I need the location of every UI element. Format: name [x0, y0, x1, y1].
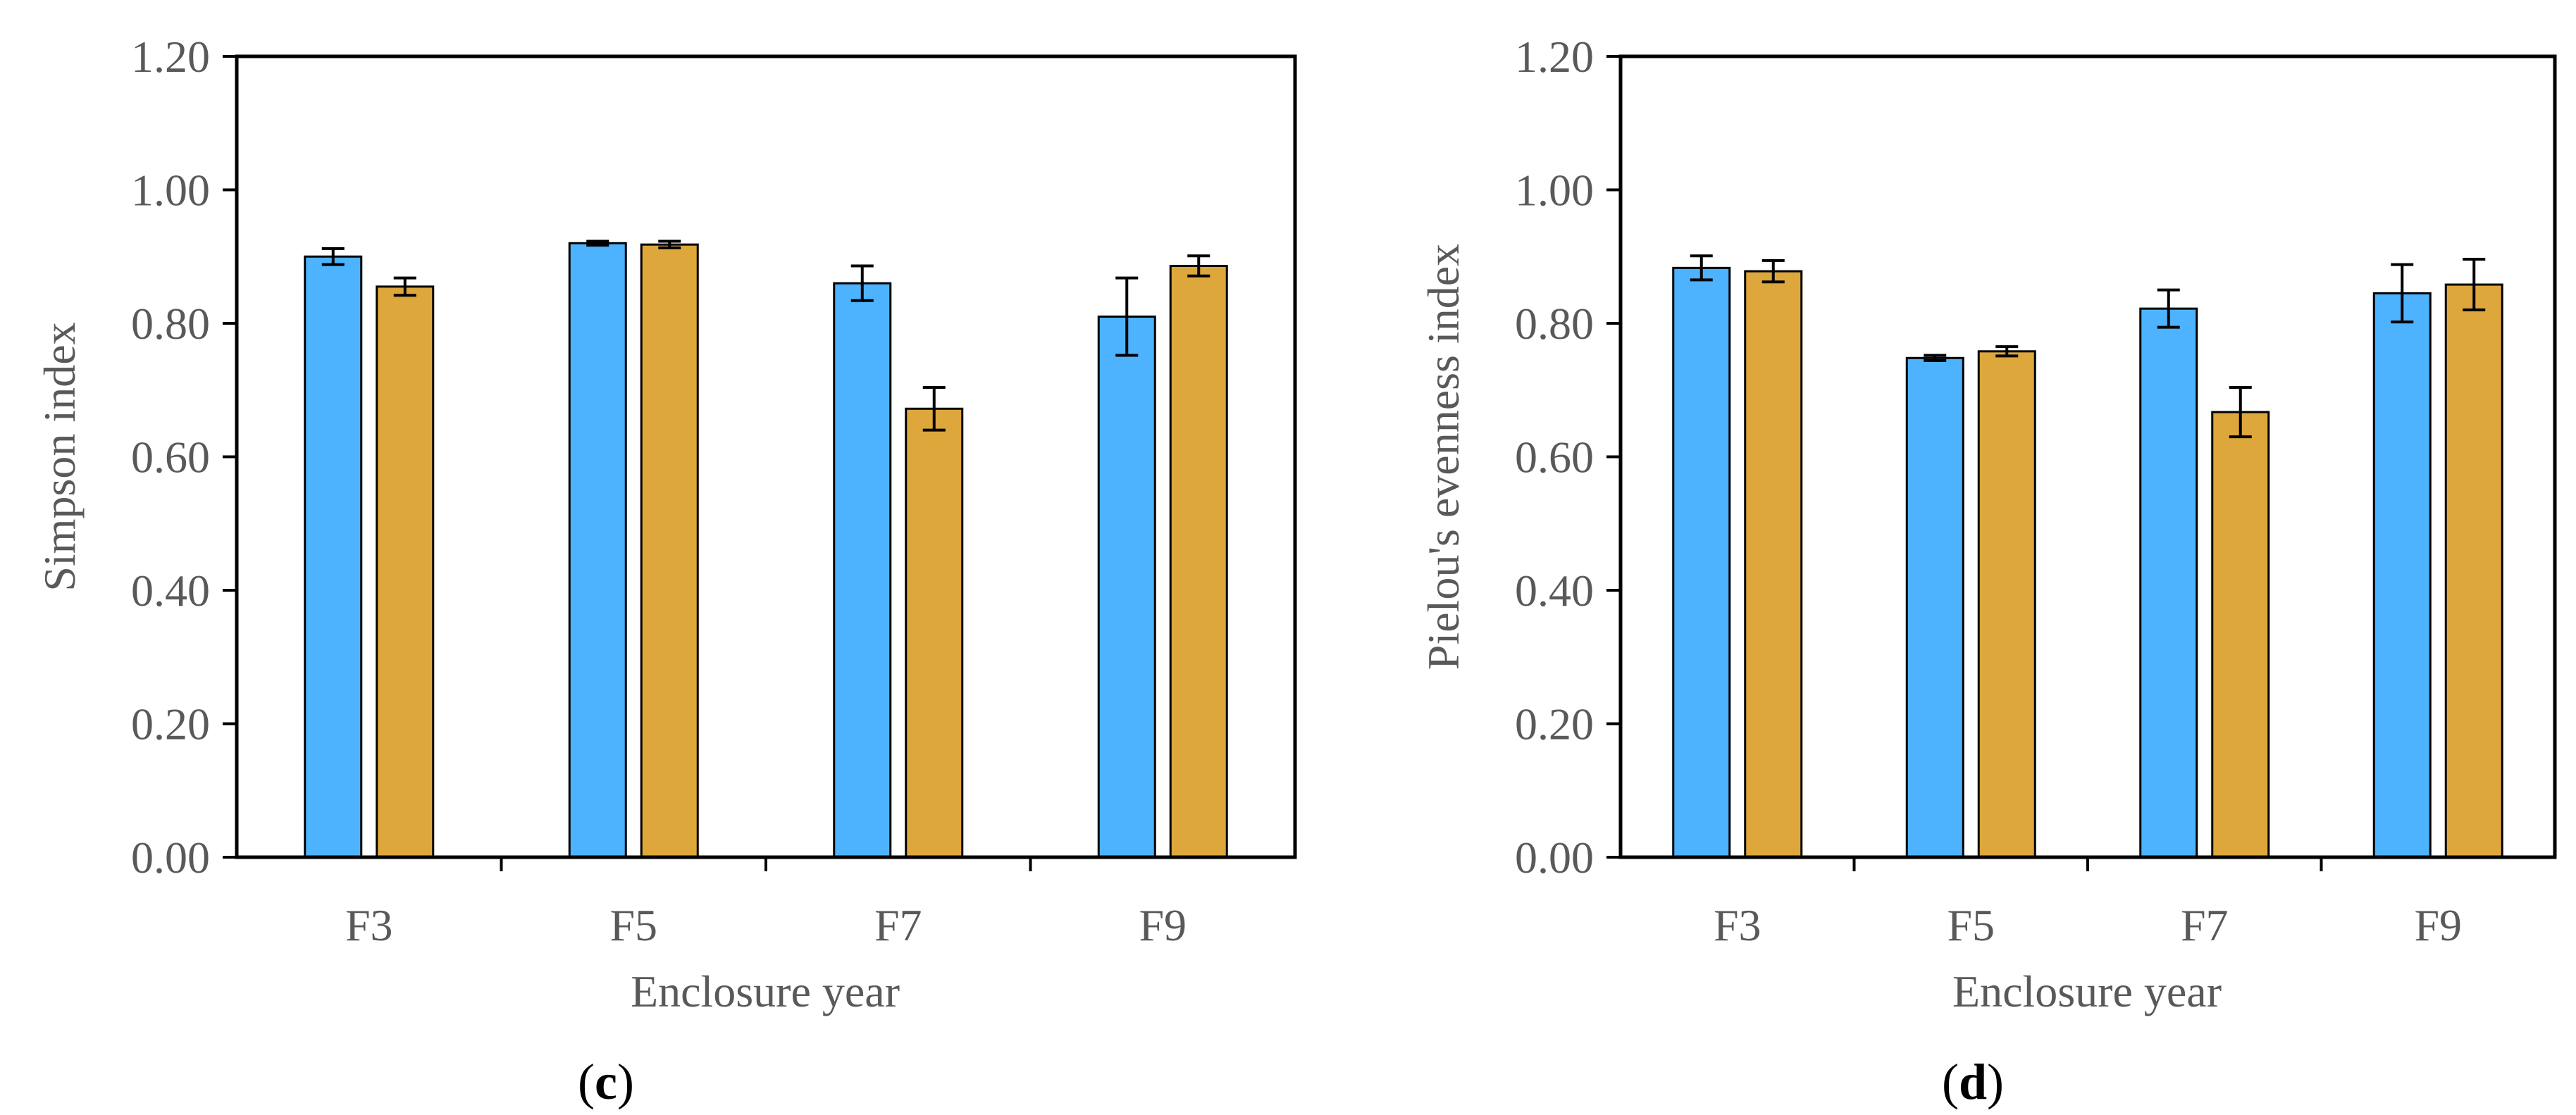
plot-frame [1618, 54, 2557, 859]
y-tick-label: 0.40 [131, 566, 210, 616]
y-tick-label: 0.00 [131, 833, 210, 883]
bar-F3-series-2 [376, 285, 435, 859]
y-tick-label: 0.60 [131, 432, 210, 482]
y-tick-label: 0.60 [1515, 432, 1594, 482]
y-axis-label: Simpson index [35, 322, 85, 591]
x-tick-label-F9: F9 [2414, 900, 2462, 950]
bar-F3-series-2 [1744, 270, 1803, 859]
bar-F5-series-1 [1905, 356, 1964, 859]
y-tick-label: 0.80 [131, 299, 210, 349]
y-tick-label: 0.20 [1515, 699, 1594, 749]
x-axis-label: Enclosure year [631, 966, 900, 1016]
bar-F7-series-1 [2139, 307, 2198, 859]
y-tick-label: 1.20 [1515, 32, 1594, 82]
y-tick-label: 1.20 [131, 32, 210, 82]
bar-F9-series-1 [2372, 292, 2432, 859]
bar-F3-series-1 [1672, 266, 1731, 859]
panel-label: (d) [1942, 1054, 2004, 1110]
x-tick-label-F5: F5 [1947, 900, 1995, 950]
panel-label: (c) [578, 1054, 634, 1110]
bar-F9-series-1 [1097, 316, 1156, 859]
bar-F7-series-1 [833, 282, 892, 859]
y-tick-label: 1.00 [131, 166, 210, 216]
x-tick-label-F7: F7 [2181, 900, 2229, 950]
x-tick-label-F5: F5 [609, 900, 657, 950]
chart-panel-c: F3 F5 F7 F9 0.00 0.20 0.40 0.60 0.80 1.00 1.20 Simp… [35, 32, 1297, 1110]
bar-F7-series-2 [2211, 411, 2270, 859]
x-tick-label-F7: F7 [874, 900, 922, 950]
x-tick-label-F3: F3 [1714, 900, 1761, 950]
bar-F7-series-2 [905, 407, 964, 859]
bar-F9-series-2 [1169, 265, 1228, 859]
bar-F5-series-2 [640, 243, 699, 859]
y-axis-label: Pielou's evenness index [1418, 244, 1468, 670]
bar-F5-series-1 [568, 242, 627, 859]
y-tick-label: 0.40 [1515, 566, 1594, 616]
x-tick-label-F3: F3 [345, 900, 393, 950]
bar-F9-series-2 [2444, 283, 2503, 859]
bar-F5-series-2 [1977, 350, 2036, 859]
bar-F3-series-1 [304, 255, 363, 859]
y-tick-label: 1.00 [1515, 166, 1594, 216]
y-tick-label: 0.20 [131, 699, 210, 749]
x-tick-label-F9: F9 [1139, 900, 1187, 950]
chart-panel-d: F3 F5 F7 F9 0.00 0.20 0.40 0.60 0.80 1.00 1.20 Piel… [1418, 32, 2557, 1110]
x-axis-label: Enclosure year [1952, 966, 2222, 1016]
plot-frame [235, 54, 1297, 859]
y-tick-label: 0.00 [1515, 833, 1594, 883]
y-tick-label: 0.80 [1515, 299, 1594, 349]
